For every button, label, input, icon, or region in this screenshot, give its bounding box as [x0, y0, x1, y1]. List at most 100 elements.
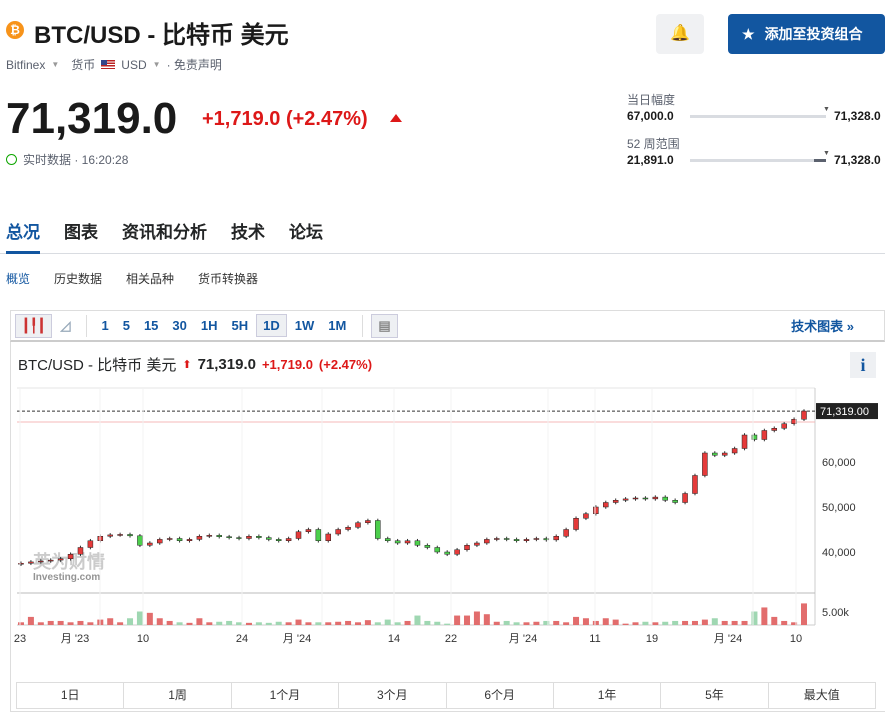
caret-down-icon: ▼	[152, 60, 161, 69]
volume-bar	[711, 618, 718, 625]
period-6m[interactable]: 6个月	[447, 683, 554, 708]
caret-down-icon: ▼	[51, 60, 60, 69]
period-1m[interactable]: 1个月	[232, 683, 340, 708]
interval-15[interactable]: 15	[143, 318, 159, 333]
candle	[622, 498, 629, 501]
page-title: BTC/USD - 比特币 美元	[34, 22, 289, 49]
watermark-sub: Investing.com	[33, 572, 100, 583]
period-max[interactable]: 最大值	[803, 688, 840, 702]
volume-bar	[156, 618, 163, 625]
volume-bar	[27, 616, 34, 625]
exchange-select[interactable]: Bitfinex	[6, 57, 46, 72]
add-to-portfolio-button[interactable]: ★ 添加至投资组合	[728, 14, 885, 54]
volume-bar	[57, 620, 64, 625]
candle	[216, 535, 222, 537]
volume-bar	[672, 620, 679, 625]
clock-icon	[6, 154, 17, 165]
candle	[325, 533, 332, 541]
range-marker-icon: ▼	[823, 150, 830, 157]
tab-forum[interactable]: 论坛	[289, 223, 323, 242]
currency-select[interactable]: USD	[121, 57, 147, 72]
candle	[335, 529, 341, 535]
layout-icon[interactable]: ▤	[371, 313, 398, 338]
candle	[57, 558, 64, 561]
tab-chart[interactable]: 图表	[64, 223, 98, 242]
interval-1m[interactable]: 1M	[328, 318, 347, 333]
subtab-historical[interactable]: 历史数据	[54, 272, 103, 286]
x-tick-label: 11	[589, 633, 600, 645]
candle	[712, 452, 718, 456]
chart-pct: (+2.47%)	[318, 357, 373, 372]
x-tick-label: 14	[388, 633, 400, 645]
candle	[702, 452, 708, 476]
volume-bar	[801, 603, 807, 625]
volume-bar	[424, 620, 431, 625]
volume-bar	[305, 622, 312, 625]
subtab-related[interactable]: 相关品种	[126, 272, 175, 286]
interval-30[interactable]: 30	[172, 318, 187, 333]
candle	[493, 538, 500, 540]
up-arrow-icon	[390, 114, 402, 122]
week52-range-bar	[690, 159, 826, 162]
disclaimer-link[interactable]: · 免责声明	[166, 58, 222, 72]
candle	[67, 554, 74, 559]
subtab-converter[interactable]: 货币转换器	[198, 272, 259, 286]
candle	[375, 520, 381, 539]
info-button[interactable]: i	[850, 352, 876, 378]
chart-instrument: BTC/USD - 比特币 美元	[18, 357, 177, 374]
interval-1[interactable]: 1	[101, 318, 109, 333]
day-low: 67,000.0	[627, 109, 674, 123]
interval-5[interactable]: 5	[122, 318, 130, 333]
interval-1d[interactable]: 1D	[256, 314, 287, 337]
candle	[523, 539, 530, 541]
volume-bar	[176, 622, 183, 625]
area-type-button[interactable]: ◿	[60, 317, 71, 333]
week52-low: 21,891.0	[627, 153, 674, 167]
volume-bar	[117, 622, 124, 625]
candle	[553, 536, 559, 541]
period-5y[interactable]: 5年	[661, 683, 769, 708]
candle	[533, 538, 540, 540]
realtime-text: 实时数据 · 16:20:28	[23, 153, 129, 167]
candlestick-type-button[interactable]: ┃╿┃	[15, 313, 53, 338]
volume-bar	[374, 622, 381, 625]
tab-news-analysis[interactable]: 资讯和分析	[122, 223, 207, 242]
period-1y[interactable]: 1年	[554, 683, 662, 708]
add-alert-button[interactable]: 🔔	[656, 14, 704, 54]
candle	[682, 493, 688, 503]
currency-label: 货币	[71, 58, 96, 72]
candle	[236, 537, 242, 539]
volume-bar	[573, 616, 580, 625]
volume-bar	[226, 620, 233, 625]
volume-bar	[523, 622, 530, 625]
technical-chart-link[interactable]: 技术图表 »	[791, 319, 854, 334]
volume-bar	[721, 620, 728, 625]
period-1w[interactable]: 1周	[124, 683, 232, 708]
volume-bar	[483, 614, 490, 625]
candle	[295, 531, 302, 539]
interval-1h[interactable]: 1H	[200, 318, 218, 333]
candle	[176, 538, 183, 541]
interval-1w[interactable]: 1W	[294, 318, 315, 333]
candle	[305, 529, 312, 532]
subtab-overview[interactable]: 概览	[6, 272, 31, 286]
candle	[166, 538, 173, 540]
candle	[147, 542, 153, 546]
volume-bar	[107, 618, 114, 625]
period-3m[interactable]: 3个月	[339, 683, 447, 708]
candle	[285, 538, 292, 541]
candle	[414, 540, 421, 546]
candle	[355, 522, 361, 528]
candle	[28, 561, 34, 564]
interval-5h[interactable]: 5H	[231, 318, 249, 333]
candle	[801, 410, 807, 420]
candle	[662, 496, 668, 501]
tab-technical[interactable]: 技术	[231, 223, 265, 242]
candle	[345, 527, 351, 530]
us-flag-icon	[101, 60, 116, 69]
volume-bar	[434, 621, 441, 625]
period-1d[interactable]: 1日	[17, 683, 125, 708]
tab-overview[interactable]: 总况	[6, 216, 40, 254]
candle	[583, 513, 589, 519]
